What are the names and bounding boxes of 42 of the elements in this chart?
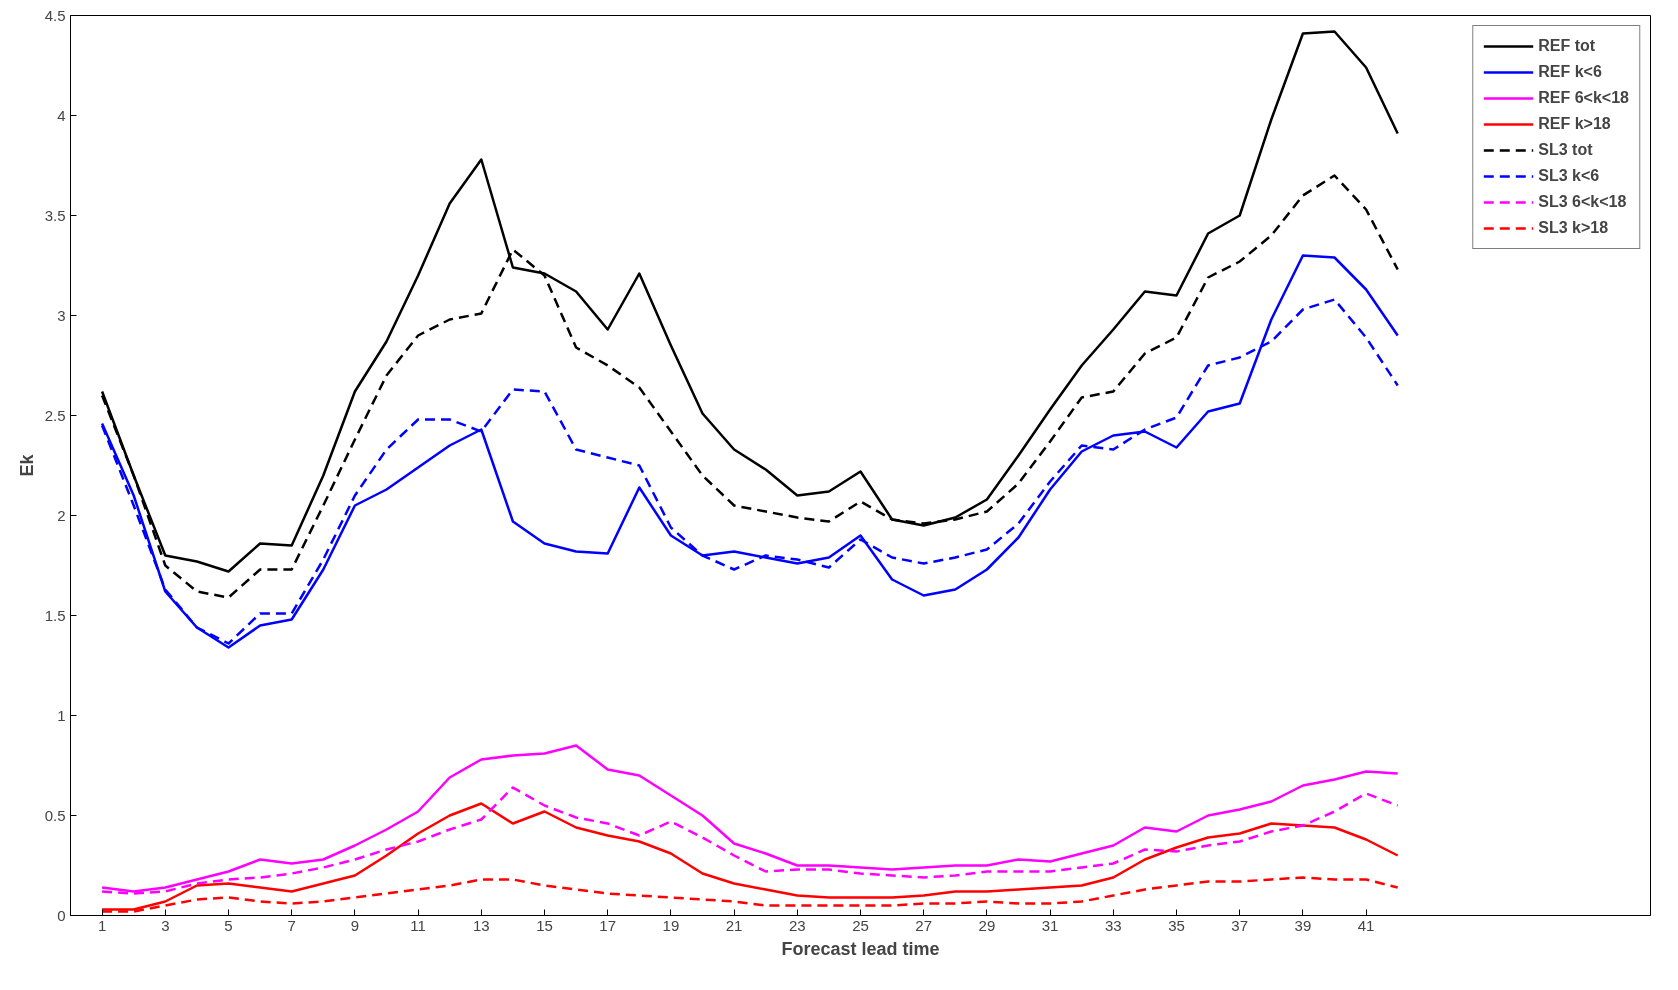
y-tick-label: 3 — [57, 306, 66, 324]
x-tick-label: 31 — [1041, 916, 1059, 934]
x-tick-label: 7 — [287, 916, 296, 934]
y-tick-label: 0.5 — [44, 806, 66, 824]
y-tick-label: 4 — [57, 106, 66, 124]
x-tick-label: 13 — [472, 916, 490, 934]
legend-label: SL3 tot — [1538, 141, 1593, 159]
legend-label: SL3 k<6 — [1538, 167, 1600, 185]
y-tick-label: 2 — [57, 506, 66, 524]
y-tick-label: 3.5 — [44, 206, 66, 224]
y-tick-label: 2.5 — [44, 406, 66, 424]
x-tick-label: 5 — [224, 916, 233, 934]
x-tick-label: 21 — [725, 916, 743, 934]
x-tick-label: 25 — [852, 916, 869, 934]
y-tick-label: 0 — [57, 906, 66, 924]
x-tick-label: 35 — [1168, 916, 1185, 934]
y-axis-title: Ek — [16, 453, 37, 477]
x-tick-label: 19 — [662, 916, 680, 934]
x-tick-label: 9 — [350, 916, 360, 934]
x-tick-label: 27 — [915, 916, 933, 934]
x-tick-label: 33 — [1104, 916, 1122, 934]
legend-label: REF k>18 — [1538, 115, 1611, 133]
x-axis-title: Forecast lead time — [781, 938, 940, 959]
x-tick-label: 29 — [978, 916, 996, 934]
x-tick-label: 15 — [536, 916, 553, 934]
x-tick-label: 1 — [97, 916, 107, 934]
x-tick-label: 41 — [1357, 916, 1375, 934]
legend-label: REF k<6 — [1538, 63, 1602, 81]
x-tick-label: 17 — [599, 916, 617, 934]
legend-label: SL3 6<k<18 — [1538, 193, 1627, 211]
legend-label: SL3 k>18 — [1538, 219, 1609, 237]
y-tick-label: 1.5 — [44, 606, 66, 624]
x-tick-label: 23 — [788, 916, 806, 934]
legend-label: REF 6<k<18 — [1538, 89, 1629, 107]
x-tick-label: 11 — [410, 916, 426, 934]
line-series — [100, 744, 1399, 893]
x-tick-label: 37 — [1231, 916, 1249, 934]
x-tick-label: 3 — [161, 916, 170, 934]
y-tick-label: 1 — [57, 706, 66, 724]
y-tick-label: 4.5 — [44, 6, 66, 24]
legend-label: REF tot — [1538, 37, 1596, 55]
x-tick-label: 39 — [1294, 916, 1312, 934]
